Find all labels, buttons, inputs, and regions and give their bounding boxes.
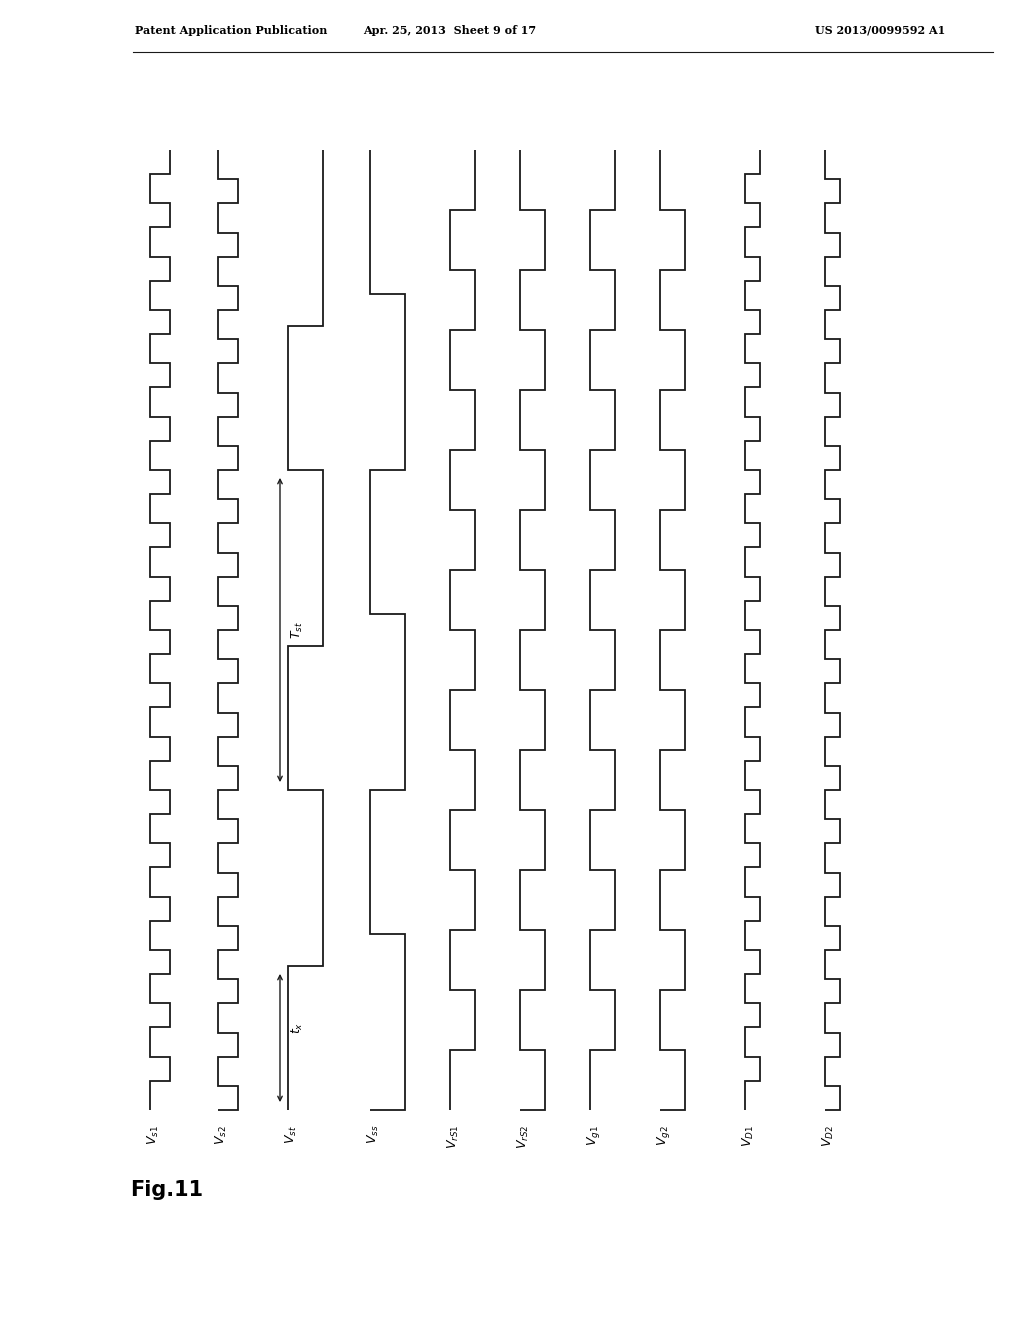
Text: $V_{ss}$: $V_{ss}$ [366, 1125, 381, 1144]
Text: $V_{D1}$: $V_{D1}$ [740, 1125, 756, 1147]
Text: $V_{st}$: $V_{st}$ [284, 1125, 299, 1144]
Text: $V_{g2}$: $V_{g2}$ [654, 1125, 672, 1146]
Text: Apr. 25, 2013  Sheet 9 of 17: Apr. 25, 2013 Sheet 9 of 17 [364, 25, 537, 36]
Text: $V_{rS2}$: $V_{rS2}$ [515, 1125, 530, 1150]
Text: $V_{s1}$: $V_{s1}$ [145, 1125, 161, 1144]
Text: $V_{rS1}$: $V_{rS1}$ [445, 1125, 461, 1150]
Text: $V_{g1}$: $V_{g1}$ [585, 1125, 601, 1146]
Text: Patent Application Publication: Patent Application Publication [135, 25, 328, 36]
Text: $V_{s2}$: $V_{s2}$ [213, 1125, 228, 1144]
Text: US 2013/0099592 A1: US 2013/0099592 A1 [815, 25, 945, 36]
Text: $T_{st}$: $T_{st}$ [290, 620, 305, 639]
Text: $t_x$: $t_x$ [290, 1022, 305, 1034]
Text: Fig.11: Fig.11 [130, 1180, 203, 1200]
Text: $V_{D2}$: $V_{D2}$ [820, 1125, 836, 1147]
